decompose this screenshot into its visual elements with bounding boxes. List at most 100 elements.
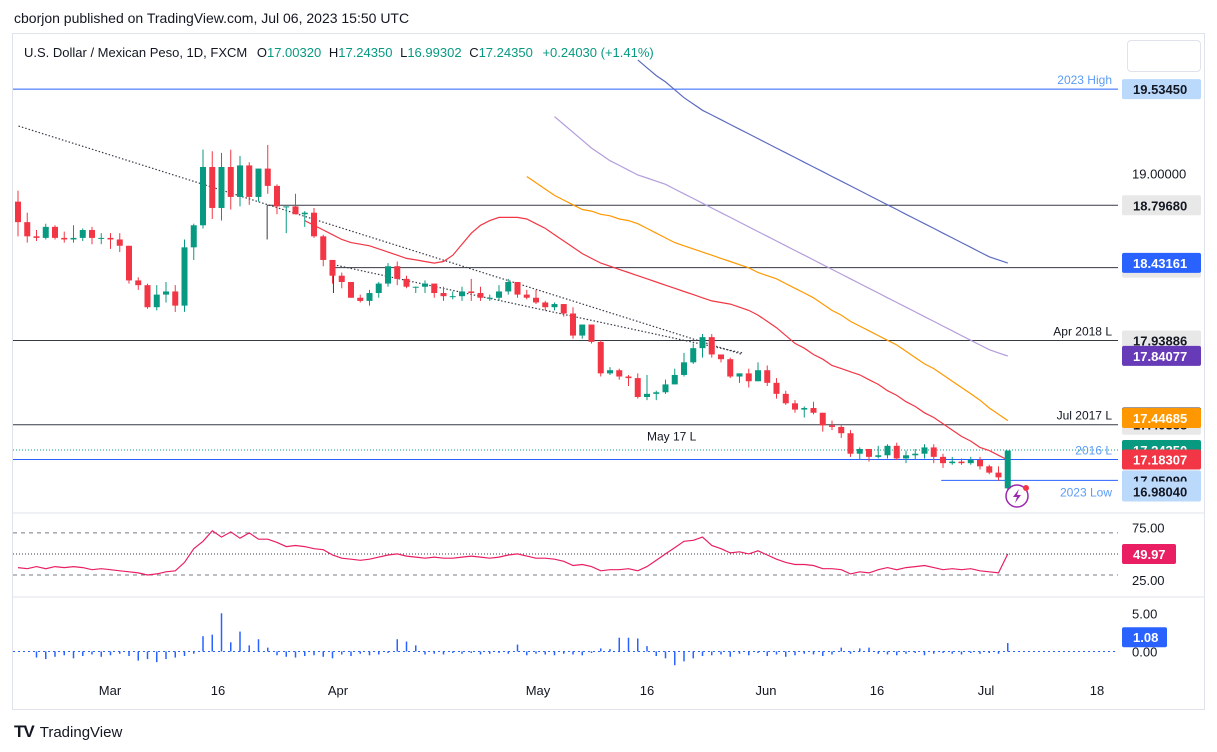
volume-axis-label: 5.00	[1132, 606, 1157, 621]
candle-body	[597, 341, 604, 374]
rsi-line	[17, 530, 1009, 576]
candle-body	[533, 297, 539, 303]
volume-axis-label: 0.00	[1132, 644, 1157, 659]
price-badge: 16.98040	[1133, 484, 1187, 499]
candle-body	[227, 167, 234, 197]
rsi-badge: 49.97	[1133, 547, 1166, 562]
candle-body	[89, 230, 95, 238]
candle-body	[107, 237, 114, 240]
candle-body	[357, 297, 364, 301]
low-value: 16.99302	[407, 45, 462, 60]
candle-body	[375, 283, 382, 294]
candle-body	[79, 230, 86, 238]
candle-body	[782, 393, 789, 404]
candle-body	[412, 286, 419, 288]
candle-body	[52, 226, 58, 238]
candle-body	[921, 447, 928, 454]
sma-line	[304, 216, 1009, 461]
x-axis-tick: Jul	[978, 683, 995, 698]
candle-body	[15, 201, 21, 223]
candle-body	[607, 370, 613, 374]
candle-body	[653, 392, 660, 394]
annotation-label: May 17 L	[647, 429, 697, 443]
candle-body	[755, 370, 761, 382]
candle-body	[200, 167, 206, 226]
candle-body	[838, 426, 845, 434]
candle-body	[42, 226, 49, 238]
price-badge-bg	[1122, 345, 1201, 366]
candle-body	[320, 236, 327, 260]
candle-body	[486, 297, 493, 299]
candle-body	[699, 337, 706, 349]
candle-body	[366, 293, 373, 301]
candle-body	[311, 212, 317, 237]
candle-body	[422, 283, 428, 287]
price-badge-bg	[1122, 407, 1201, 428]
candle-body	[172, 291, 179, 306]
close-value: 17.24350	[478, 45, 533, 60]
price-badge: 17.44685	[1133, 411, 1187, 426]
candle-body	[671, 374, 678, 385]
price-badge-bg	[1122, 252, 1201, 273]
candle-body	[773, 382, 780, 394]
level-price-badge-bg	[1122, 195, 1201, 216]
level-price-badge-bg	[1122, 79, 1201, 100]
candle-body	[912, 453, 919, 456]
candle-body	[745, 373, 752, 382]
volume-badge-bg	[1122, 627, 1167, 648]
candle-body	[681, 362, 687, 375]
level-note: Jul 2017 L	[1057, 409, 1113, 423]
candle-body	[930, 447, 937, 457]
publisher-line: cborjon published on TradingView.com, Ju…	[14, 10, 410, 26]
candle-body	[292, 206, 299, 215]
candle-body	[255, 168, 262, 197]
candle-body	[588, 324, 595, 342]
candle-body	[634, 378, 641, 397]
candle-body	[893, 445, 900, 459]
price-badge: 17.18307	[1133, 453, 1187, 468]
candle-body	[98, 237, 105, 239]
candle-body	[24, 222, 31, 237]
candle-body	[986, 466, 993, 473]
candle-body	[181, 247, 188, 306]
x-axis-tick: 16	[640, 683, 654, 698]
symbol-label[interactable]: U.S. Dollar / Mexican Peso, 1D, FXCM	[24, 45, 248, 60]
high-label: H	[328, 45, 339, 60]
candle-body	[949, 461, 956, 464]
candle-body	[431, 283, 438, 294]
alert-dot-icon	[1023, 485, 1029, 491]
candle-body	[301, 212, 308, 215]
candle-body	[884, 445, 891, 456]
candle-body	[144, 285, 151, 308]
x-axis-tick: Jun	[756, 683, 777, 698]
candle-body	[727, 359, 734, 377]
candle-body	[116, 239, 123, 246]
candle-body	[338, 275, 345, 282]
candle-body	[440, 293, 447, 297]
brand-label: TradingView	[39, 723, 123, 741]
level-note: 2023 High	[1057, 73, 1112, 87]
candle-body	[61, 237, 68, 240]
candle-body	[718, 354, 724, 360]
x-axis-tick: 18	[1090, 683, 1104, 698]
candle-body	[385, 266, 391, 284]
price-badge-bg	[1122, 449, 1201, 470]
level-note: Apr 2018 L	[1053, 324, 1112, 338]
rsi-axis-label: 75.00	[1132, 521, 1165, 536]
candle-body	[477, 293, 484, 298]
chart-settings-box[interactable]	[1127, 40, 1201, 72]
candle-body	[644, 393, 650, 397]
candle-body	[847, 433, 854, 454]
candle-body	[616, 370, 623, 377]
x-axis-tick: May	[526, 683, 551, 698]
level-price-badge: 18.79680	[1133, 198, 1187, 213]
sma-line	[554, 116, 1008, 357]
candle-body	[394, 266, 401, 279]
candle-body	[403, 278, 410, 287]
candle-body	[237, 165, 243, 197]
low-label: L	[400, 45, 408, 60]
level-note: 2023 Low	[1060, 485, 1112, 499]
candle-body	[329, 259, 336, 276]
candle-body	[708, 337, 715, 355]
